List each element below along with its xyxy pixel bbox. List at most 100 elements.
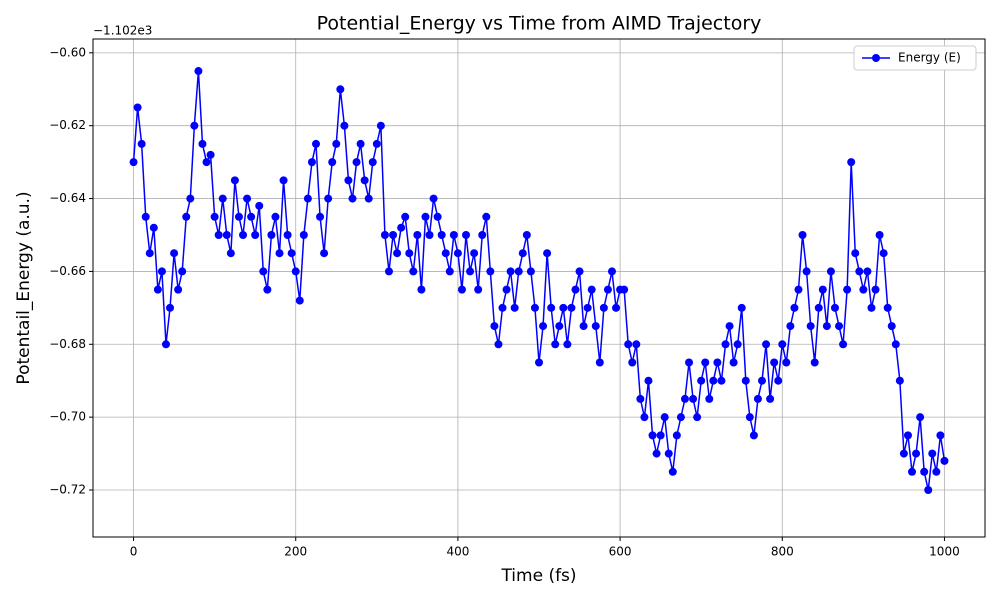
data-point — [153, 285, 162, 294]
data-point — [583, 303, 592, 312]
data-point — [794, 285, 803, 294]
data-point — [786, 322, 795, 331]
data-point — [186, 194, 195, 203]
data-point — [571, 285, 580, 294]
plot-frame — [92, 38, 986, 538]
data-point — [940, 456, 949, 465]
data-point — [340, 121, 349, 130]
data-point — [429, 194, 438, 203]
data-point — [835, 322, 844, 331]
data-point — [482, 212, 491, 221]
data-point — [624, 340, 633, 349]
data-point — [676, 413, 685, 422]
data-point — [514, 267, 523, 276]
data-point — [182, 212, 191, 221]
data-point — [166, 303, 175, 312]
data-point — [190, 121, 199, 130]
data-point — [924, 486, 933, 495]
data-point — [644, 376, 653, 385]
data-point — [478, 230, 487, 239]
data-point — [157, 267, 166, 276]
data-point — [547, 303, 556, 312]
data-point — [393, 249, 402, 258]
legend-box — [853, 45, 977, 71]
x-tick-label: 200 — [284, 545, 307, 559]
data-point — [847, 158, 856, 167]
y-tick-label: −0.72 — [49, 483, 86, 497]
data-point — [178, 267, 187, 276]
data-point — [263, 285, 272, 294]
x-tick-label: 0 — [130, 545, 138, 559]
data-point — [421, 212, 430, 221]
data-point — [640, 413, 649, 422]
data-point — [376, 121, 385, 130]
data-point — [530, 303, 539, 312]
data-point — [802, 267, 811, 276]
data-point — [579, 322, 588, 331]
data-point — [486, 267, 495, 276]
data-point — [822, 322, 831, 331]
data-point — [247, 212, 256, 221]
data-point — [287, 249, 296, 258]
data-point — [697, 376, 706, 385]
data-point — [867, 303, 876, 312]
data-point — [336, 85, 345, 94]
data-point — [895, 376, 904, 385]
data-point — [632, 340, 641, 349]
data-point — [741, 376, 750, 385]
data-point — [587, 285, 596, 294]
data-point — [863, 267, 872, 276]
data-point — [713, 358, 722, 367]
data-point — [409, 267, 418, 276]
data-point — [887, 322, 896, 331]
data-point — [766, 394, 775, 403]
data-point — [620, 285, 629, 294]
data-point — [129, 158, 138, 167]
data-point — [498, 303, 507, 312]
data-point — [899, 449, 908, 458]
data-point — [810, 358, 819, 367]
data-point — [226, 249, 235, 258]
data-point — [449, 230, 458, 239]
data-point — [839, 340, 848, 349]
data-point — [462, 230, 471, 239]
y-axis-label: Potentail_Energy (a.u.) — [14, 191, 34, 384]
data-point — [259, 267, 268, 276]
data-point — [575, 267, 584, 276]
data-point — [733, 340, 742, 349]
data-point — [372, 139, 381, 148]
x-tick-label: 600 — [609, 545, 632, 559]
data-point — [778, 340, 787, 349]
data-point — [303, 194, 312, 203]
data-point — [770, 358, 779, 367]
data-point — [664, 449, 673, 458]
data-point — [737, 303, 746, 312]
y-tick-label: −0.70 — [49, 410, 86, 424]
data-point — [348, 194, 357, 203]
data-point — [506, 267, 515, 276]
data-point — [279, 176, 288, 185]
data-point — [494, 340, 503, 349]
data-point — [170, 249, 179, 258]
data-point — [283, 230, 292, 239]
data-point — [762, 340, 771, 349]
data-point — [397, 223, 406, 232]
data-point — [595, 358, 604, 367]
data-point — [705, 394, 714, 403]
y-tick-label: −0.68 — [49, 337, 86, 351]
data-point — [725, 322, 734, 331]
x-tick-label: 400 — [446, 545, 469, 559]
data-point — [656, 431, 665, 440]
chart-title: Potential_Energy vs Time from AIMD Traje… — [317, 13, 762, 35]
data-point — [693, 413, 702, 422]
data-point — [709, 376, 718, 385]
data-point — [239, 230, 248, 239]
data-point — [843, 285, 852, 294]
data-point — [275, 249, 284, 258]
data-point — [149, 223, 158, 232]
data-point — [551, 340, 560, 349]
data-point — [502, 285, 511, 294]
data-point — [490, 322, 499, 331]
data-point — [466, 267, 475, 276]
data-point — [218, 194, 227, 203]
